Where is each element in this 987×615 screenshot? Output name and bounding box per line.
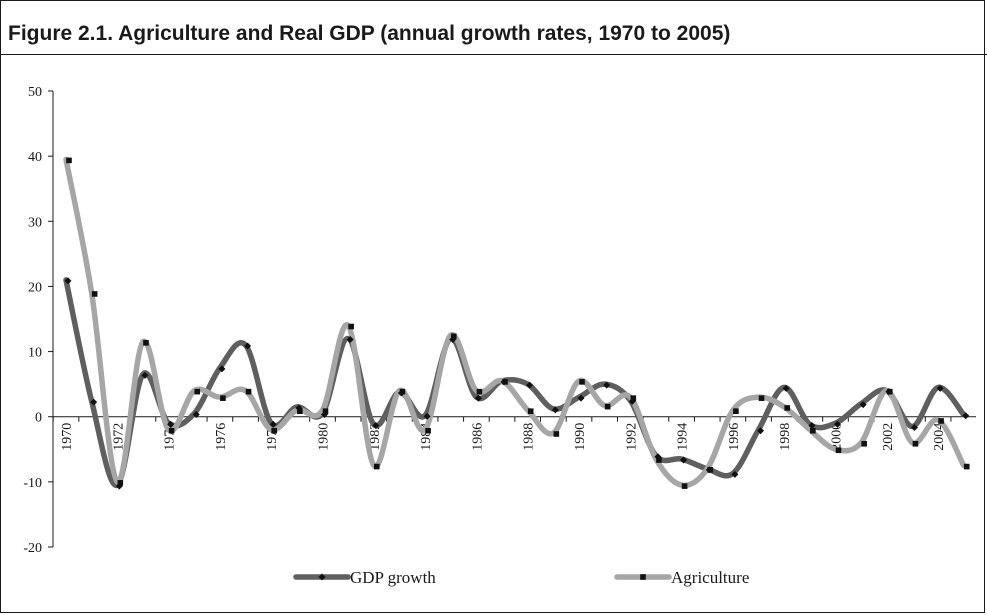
x-tick-label: 1988 [522, 423, 537, 451]
data-point-gdp-growth [526, 381, 534, 389]
data-point-gdp-growth [936, 384, 944, 392]
data-point-gdp-growth [64, 277, 72, 285]
legend-label-gdp-growth: GDP growth [350, 568, 436, 587]
data-point-gdp-growth [782, 384, 790, 392]
data-point-agriculture [399, 388, 406, 395]
data-point-agriculture [425, 427, 431, 434]
data-point-agriculture [271, 427, 277, 434]
data-point-agriculture [810, 427, 816, 434]
data-point-agriculture [733, 408, 739, 414]
x-tick-label: 1990 [573, 423, 588, 451]
data-point-gdp-growth [90, 398, 98, 406]
data-point-agriculture [117, 480, 124, 486]
data-point-gdp-growth [680, 456, 688, 464]
legend-marker-agriculture [640, 574, 646, 580]
data-point-agriculture [604, 403, 611, 410]
data-point-gdp-growth [910, 423, 918, 431]
data-point-agriculture [476, 388, 483, 395]
data-point-agriculture [374, 463, 380, 470]
data-point-agriculture [502, 379, 508, 385]
data-point-gdp-growth [269, 420, 277, 428]
title-rule [0, 54, 987, 55]
y-tick-label: -20 [23, 541, 42, 556]
data-point-gdp-growth [167, 420, 175, 428]
data-point-gdp-growth [372, 422, 380, 430]
y-tick-label: 50 [28, 85, 42, 100]
data-point-gdp-growth [551, 406, 559, 414]
data-point-agriculture [912, 440, 919, 447]
data-point-agriculture [348, 323, 354, 330]
data-point-gdp-growth [808, 422, 816, 430]
x-tick-label: 1996 [727, 423, 742, 451]
data-point-agriculture [835, 447, 842, 454]
y-tick-label: 30 [28, 215, 42, 230]
x-tick-label: 1970 [60, 423, 75, 451]
data-point-gdp-growth [577, 394, 585, 402]
x-tick-label: 1994 [676, 423, 691, 451]
data-point-gdp-growth [962, 412, 970, 420]
data-point-agriculture [66, 157, 72, 164]
legend-label-agriculture: Agriculture [671, 568, 749, 587]
x-tick-label: 2000 [830, 423, 845, 451]
data-point-agriculture [963, 463, 970, 470]
data-point-agriculture [168, 427, 175, 434]
data-point-gdp-growth [141, 371, 149, 379]
y-tick-label: -10 [23, 476, 42, 491]
data-point-agriculture [784, 405, 790, 411]
data-point-agriculture [938, 418, 944, 424]
data-point-gdp-growth [218, 365, 226, 373]
x-tick-label: 2002 [881, 423, 896, 451]
data-point-agriculture [322, 408, 329, 414]
data-point-agriculture [297, 408, 303, 414]
x-tick-label: 1986 [470, 423, 485, 451]
data-point-gdp-growth [423, 412, 431, 420]
data-point-gdp-growth [834, 420, 841, 428]
data-point-gdp-growth [474, 394, 482, 402]
data-point-agriculture [553, 431, 560, 437]
figure-title: Figure 2.1. Agriculture and Real GDP (an… [8, 22, 731, 45]
x-tick-label: 1992 [624, 423, 639, 451]
x-tick-label: 1980 [317, 423, 332, 451]
chart-legend: GDP growth Agriculture [293, 568, 749, 587]
data-point-gdp-growth [346, 336, 354, 344]
y-tick-label: 0 [35, 411, 42, 426]
data-point-agriculture [681, 483, 688, 489]
data-point-gdp-growth [859, 401, 867, 409]
data-point-agriculture [220, 395, 226, 401]
data-point-agriculture [527, 408, 534, 414]
y-tick-label: 10 [28, 346, 42, 361]
data-point-agriculture [887, 388, 893, 395]
data-point-agriculture [656, 457, 662, 463]
data-point-agriculture [245, 388, 252, 395]
data-point-gdp-growth [603, 381, 611, 389]
y-tick-label: 40 [28, 150, 42, 165]
chart-series-markers [64, 157, 970, 490]
x-tick-label: 1982 [368, 423, 383, 451]
legend-marker-gdp-growth [318, 573, 326, 581]
data-point-agriculture [630, 395, 637, 401]
series-line-gdp-growth [63, 277, 967, 488]
data-point-agriculture [707, 467, 714, 473]
data-point-gdp-growth [244, 342, 252, 350]
x-tick-label: 1998 [778, 423, 793, 451]
y-tick-label: 20 [28, 280, 42, 295]
data-point-gdp-growth [757, 427, 765, 435]
data-point-gdp-growth [192, 410, 200, 418]
x-tick-label: 1976 [214, 423, 229, 451]
data-point-agriculture [861, 440, 867, 447]
x-tick-label: 1972 [111, 423, 126, 451]
data-point-agriculture [91, 291, 98, 297]
series-line-agriculture [63, 156, 967, 489]
data-point-agriculture [758, 395, 765, 401]
data-point-agriculture [579, 379, 585, 385]
data-point-gdp-growth [731, 470, 739, 478]
data-point-agriculture [143, 340, 149, 346]
data-point-agriculture [450, 333, 457, 340]
data-point-agriculture [194, 388, 201, 395]
